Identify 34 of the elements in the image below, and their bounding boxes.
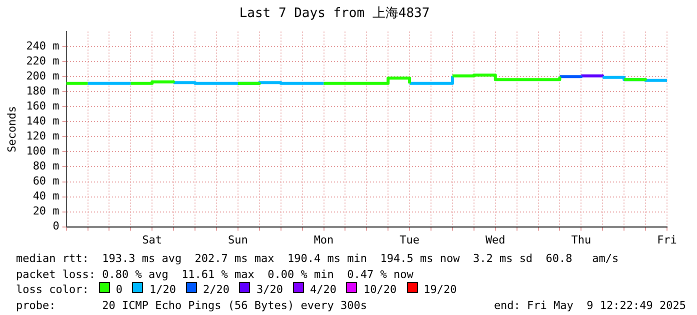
x-tick-label: Sat	[142, 233, 162, 246]
y-tick-label: 100 m	[26, 144, 60, 158]
x-tick-label: Thu	[571, 233, 592, 246]
x-tick-label: Mon	[314, 233, 334, 246]
legend-label: 0	[116, 282, 122, 298]
y-tick-label: 40 m	[32, 190, 60, 203]
x-tick-label: Sun	[228, 233, 248, 246]
y-tick-label: 60 m	[32, 174, 60, 188]
text: packet loss: 0.80 % avg 11.61 % max 0.00 % min 0.47 % now	[16, 266, 414, 282]
chart-title: Last 7 Days from 上海4837	[239, 6, 430, 22]
text: probe: 20 ICMP Echo Pings (56 Bytes) every 300s	[16, 298, 367, 312]
x-tick-label: Wed	[485, 233, 506, 246]
x-tick-label: Tue	[400, 233, 420, 246]
legend-label: 10/20	[363, 282, 397, 298]
text: median rtt: 193.3 ms avg 202.7 ms max 190.4 ms min 194.5 ms now 3.2 ms sd 60.8 am/s	[16, 251, 620, 266]
y-tick-label: 240 m	[26, 39, 60, 52]
legend-label: 1/20	[149, 282, 176, 298]
y-tick-label: 160 m	[26, 100, 60, 113]
y-tick-label: 0	[52, 220, 60, 233]
y-tick-label: 140 m	[26, 114, 60, 128]
y-axis-title: Seconds	[5, 106, 18, 152]
y-tick-label: 200 m	[26, 70, 60, 83]
y-tick-label: 220 m	[26, 54, 60, 68]
y-tick-label: 80 m	[32, 160, 60, 173]
legend-label: 4/20	[310, 282, 336, 298]
text: end: Fri May 9 12:22:49 2025	[494, 298, 686, 313]
y-tick-label: 180 m	[26, 84, 60, 98]
y-tick-label: 120 m	[26, 130, 60, 143]
legend-title: loss color:	[16, 282, 89, 298]
legend-label: 2/20	[202, 282, 230, 298]
legend-label: 19/20	[424, 282, 457, 298]
legend-label: 3/20	[256, 282, 283, 298]
x-tick-label: Fri	[657, 233, 677, 246]
y-tick-label: 20 m	[32, 204, 60, 218]
